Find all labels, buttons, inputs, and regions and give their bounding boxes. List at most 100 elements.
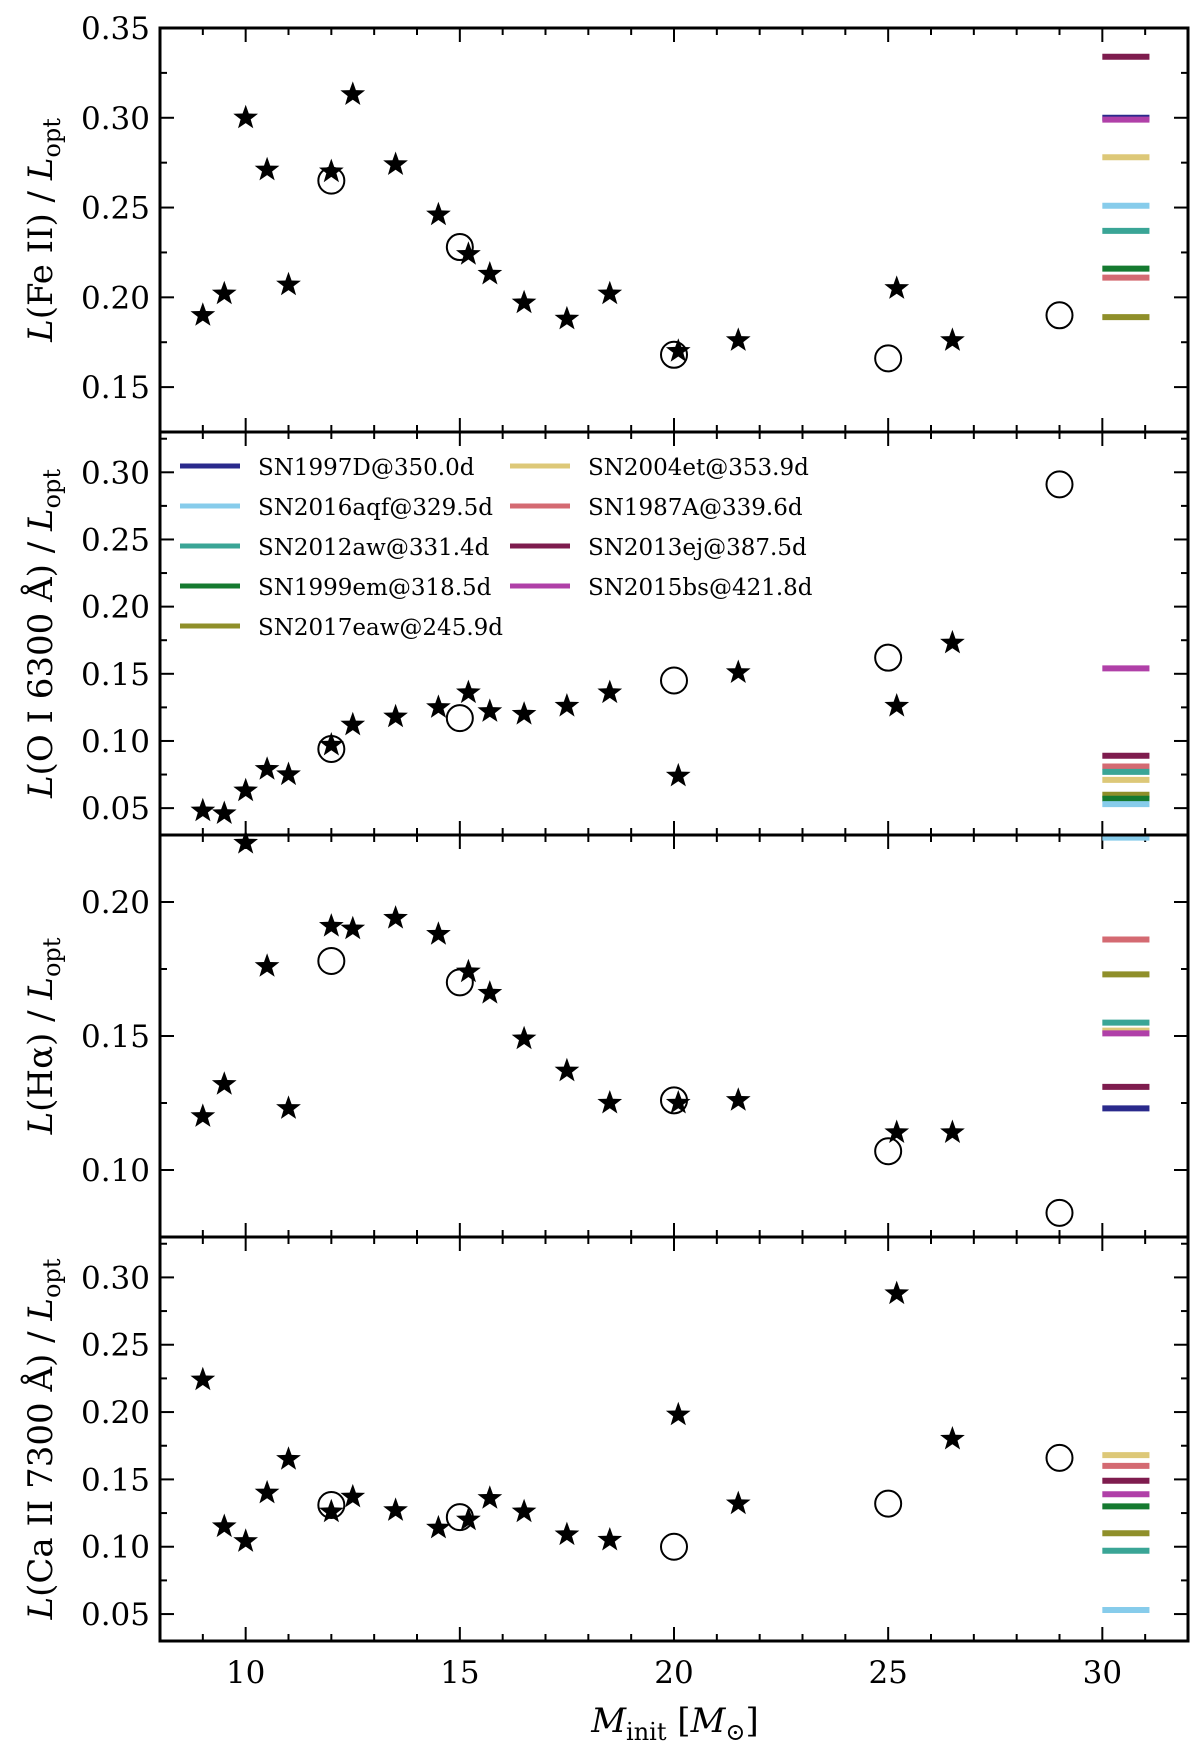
model-star	[884, 1280, 910, 1305]
model-circle	[1045, 470, 1074, 499]
model-star	[597, 280, 623, 305]
model-star	[884, 693, 910, 717]
x-label-symbol: M	[590, 1701, 627, 1741]
y-label-quantity: (Fe II) /	[21, 180, 61, 319]
model-star	[233, 104, 258, 129]
model-star	[276, 1446, 301, 1470]
x-label-subscript: ⊙	[725, 1718, 745, 1746]
model-circle	[317, 1490, 346, 1519]
model-star	[940, 327, 965, 351]
model-circle	[874, 344, 903, 373]
x-tick-label: 30	[1083, 1655, 1122, 1691]
model-star	[233, 1528, 258, 1552]
y-label-subscript: opt	[38, 1258, 66, 1298]
model-circle	[874, 643, 903, 672]
model-star	[554, 1057, 580, 1082]
model-star	[426, 201, 451, 226]
model-star	[665, 1401, 691, 1426]
model-star	[319, 158, 344, 183]
model-star	[319, 1498, 344, 1523]
model-star	[477, 1485, 503, 1509]
y-tick-label: 0.25	[81, 522, 150, 558]
y-tick-label: 0.15	[81, 657, 150, 693]
model-star	[665, 1090, 691, 1114]
model-star	[597, 1527, 623, 1551]
y-tick-label: 0.20	[81, 885, 150, 921]
y-label-symbol: L	[21, 1597, 61, 1621]
y-axis-label: L(O I 6300 Å) / Lopt	[20, 469, 66, 799]
model-circle	[1045, 301, 1074, 330]
model-star	[190, 797, 216, 822]
model-star	[456, 241, 481, 265]
model-star	[211, 800, 237, 824]
y-tick-label: 0.05	[81, 791, 150, 827]
y-tick-label: 0.15	[81, 1462, 150, 1498]
model-circle	[660, 340, 688, 369]
model-star	[340, 81, 366, 105]
model-star	[554, 693, 580, 717]
x-label-symbol: M	[690, 1701, 727, 1741]
model-star	[477, 980, 503, 1004]
y-tick-label: 0.10	[81, 724, 150, 760]
y-tick-label: 0.20	[81, 590, 150, 626]
model-star	[477, 261, 503, 285]
model-star	[319, 732, 344, 756]
x-tick-label: 15	[440, 1655, 479, 1691]
model-circle	[445, 704, 474, 733]
model-star	[511, 1498, 537, 1523]
legend-label-sn1999em: SN1999em@318.5d	[258, 575, 492, 601]
y-axis-label: L(Ca II 7300 Å) / Lopt	[20, 1258, 66, 1620]
model-star	[254, 1479, 280, 1504]
model-star	[665, 762, 691, 787]
panel-halpha: 0.10 0.15 0.20 L(Hα) / Lopt	[21, 830, 1190, 1239]
model-star	[211, 280, 237, 305]
y-tick-label: 0.15	[81, 370, 150, 406]
y-label-symbol: L	[21, 508, 61, 532]
y-label-symbol: L	[21, 158, 61, 182]
model-circle	[660, 666, 688, 695]
model-star	[426, 921, 451, 945]
model-star	[511, 1025, 537, 1050]
x-tick-label: 20	[654, 1655, 693, 1691]
model-star	[477, 698, 503, 722]
model-star	[276, 271, 301, 296]
y-tick-label: 0.10	[81, 1530, 150, 1566]
y-label-symbol: L	[21, 775, 61, 799]
legend-label-sn2012aw: SN2012aw@331.4d	[258, 535, 490, 561]
model-circle	[1045, 1198, 1074, 1227]
model-circle	[317, 946, 346, 975]
model-star	[884, 275, 910, 299]
legend-label-sn2016aqf: SN2016aqf@329.5d	[258, 495, 493, 521]
model-circle	[660, 1532, 688, 1561]
legend-label-sn2004et: SN2004et@353.9d	[588, 455, 809, 481]
y-tick-label: 0.30	[81, 101, 150, 137]
model-star	[554, 1521, 580, 1546]
y-tick-label: 0.20	[81, 280, 150, 316]
model-star	[254, 953, 280, 977]
y-label-subscript: opt	[38, 937, 66, 977]
panels: 0.150.200.250.300.35L(Fe II) / Lopt0.050…	[20, 11, 1190, 1643]
model-circle	[874, 1137, 903, 1166]
x-tick-label: 10	[226, 1655, 265, 1691]
panel-ca2: 0.05 0.10 0.15 0.20 0.25 0.30 L(Ca II 7300 Å) …	[20, 1235, 1190, 1643]
y-tick-label: 0.20	[81, 1395, 150, 1431]
model-star	[940, 1119, 965, 1143]
model-star	[276, 1095, 301, 1119]
model-star	[554, 305, 580, 330]
model-star	[340, 1483, 366, 1508]
panel-frame	[158, 26, 1190, 434]
model-star	[456, 1506, 481, 1531]
model-star	[665, 338, 691, 362]
panel-o1: 0.05 0.10 0.15 0.20 0.25 0.30 L(O I 6300 Å) / …	[20, 430, 1190, 837]
model-star	[511, 701, 537, 725]
model-star	[383, 151, 408, 175]
model-star	[426, 694, 451, 718]
panel-fe2: 0.15 0.20 0.25 0.30 0.35 L(Fe II) / Lopt	[21, 11, 1190, 434]
y-label-symbol: L	[21, 1112, 61, 1136]
legend-label-sn2015bs: SN2015bs@421.8d	[588, 575, 813, 601]
x-label-bracket: [	[667, 1701, 691, 1741]
y-label-subscript: opt	[38, 118, 66, 158]
legend-label-sn1997d: SN1997D@350.0d	[258, 455, 475, 481]
y-tick-label: 0.30	[81, 1260, 150, 1296]
